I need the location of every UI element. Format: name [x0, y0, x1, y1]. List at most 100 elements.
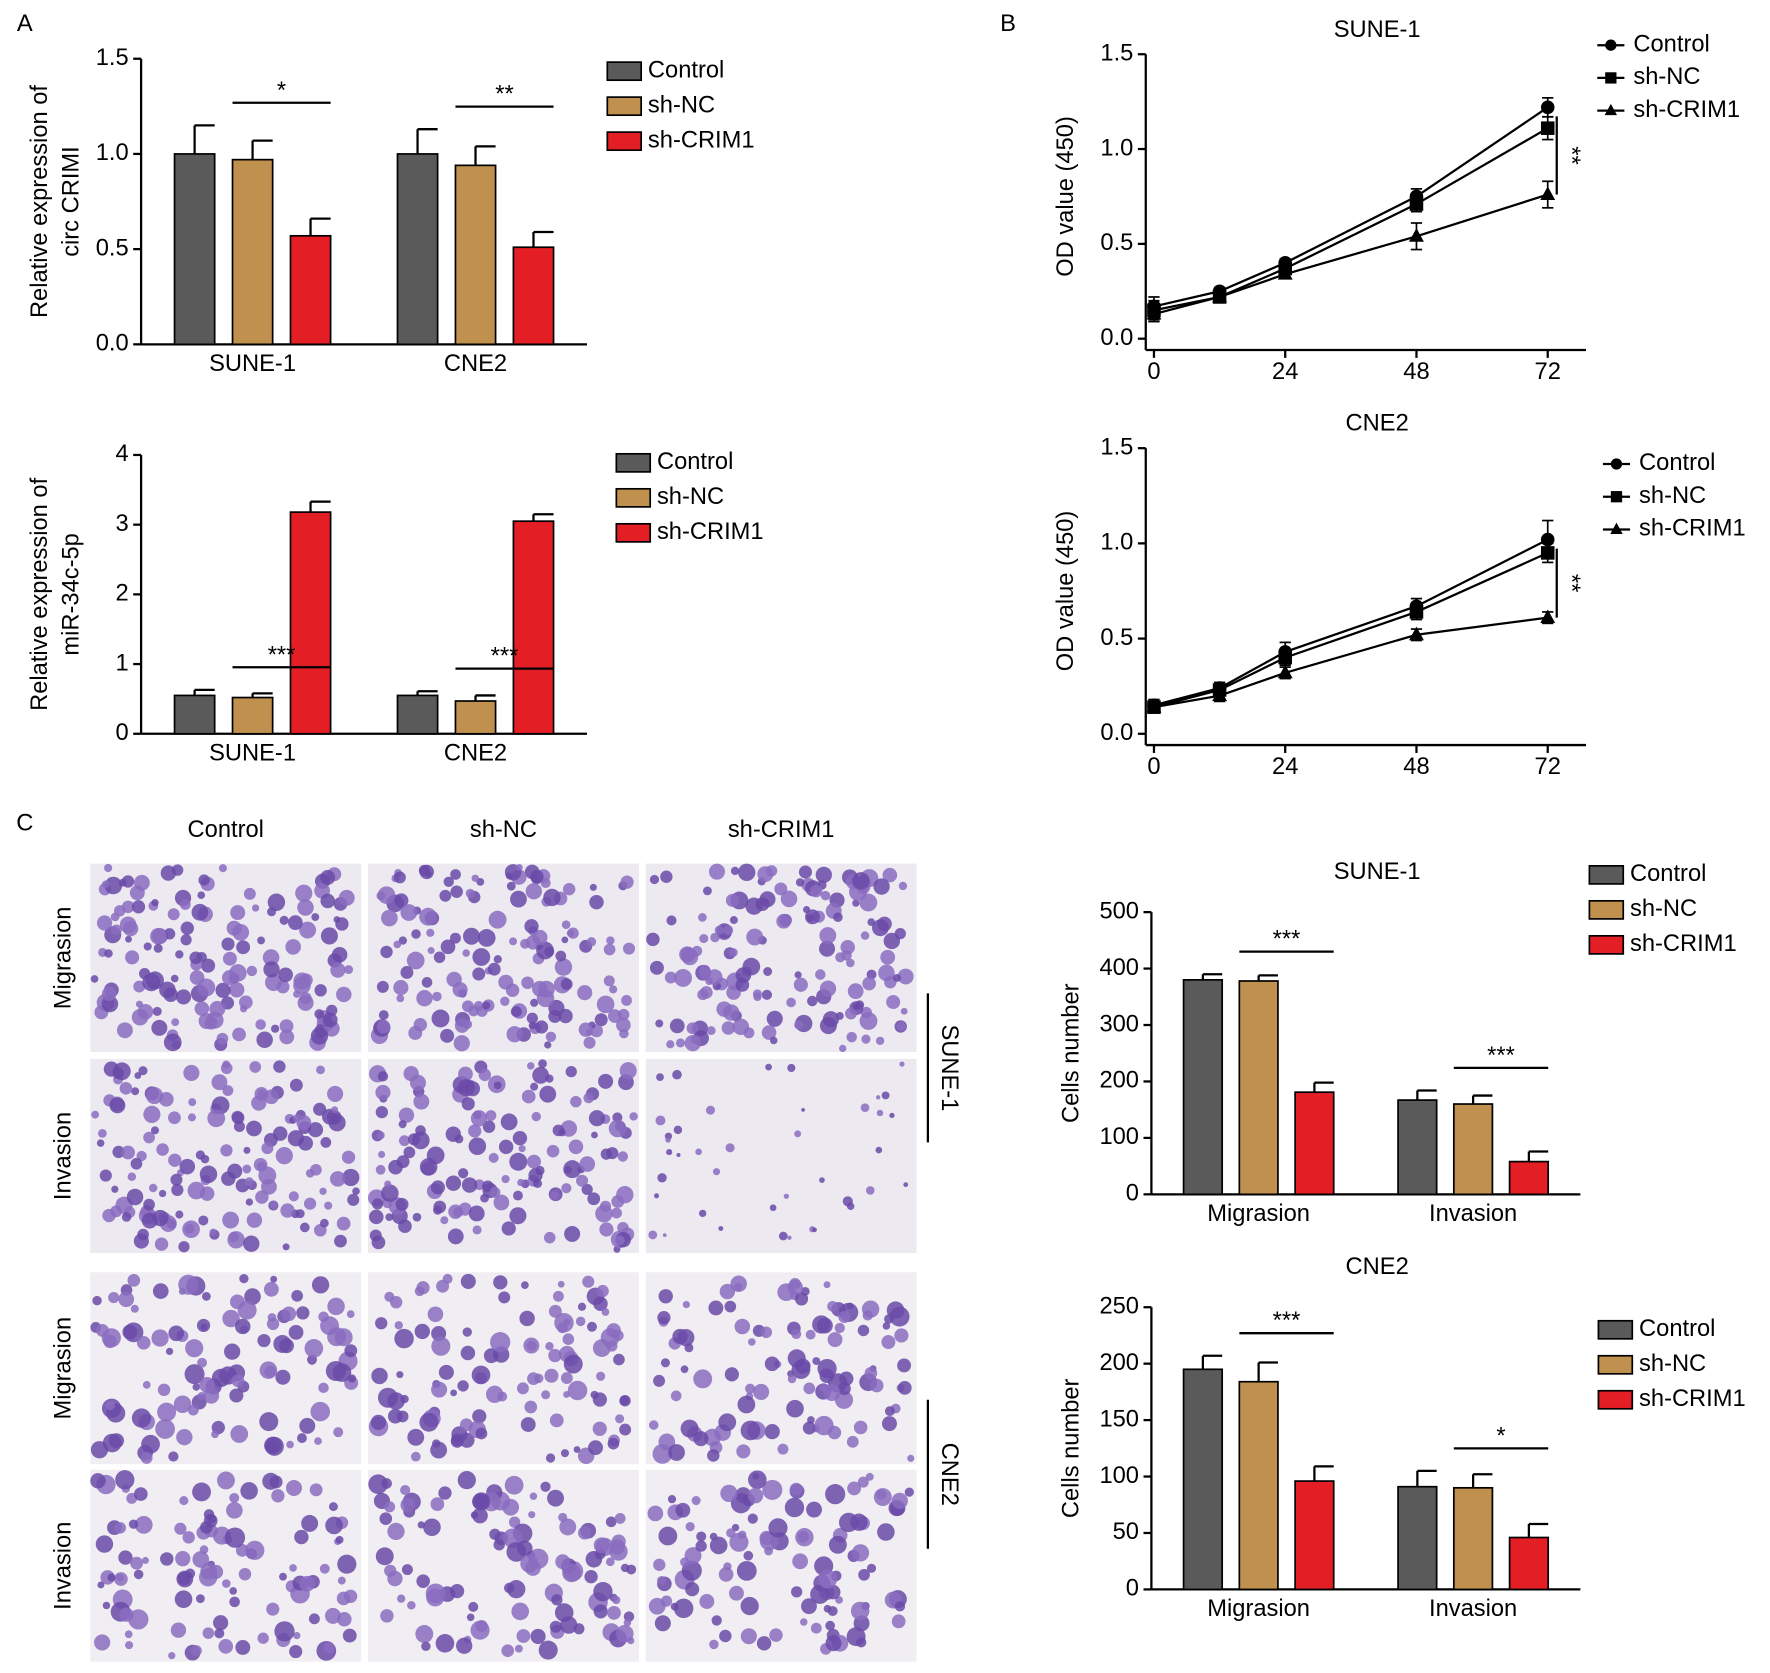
- y-tick-label: 1.0: [1100, 530, 1133, 556]
- cell: [720, 1484, 738, 1503]
- cell: [711, 1615, 722, 1626]
- cell: [121, 1212, 132, 1222]
- cell: [629, 1112, 638, 1121]
- cell: [221, 937, 235, 951]
- cell: [325, 1516, 343, 1535]
- cell: [846, 958, 855, 968]
- cell: [297, 1433, 307, 1444]
- cell: [552, 1290, 564, 1302]
- cell: [295, 1209, 305, 1219]
- y-tick-label: 0.0: [96, 331, 129, 357]
- cell: [299, 973, 313, 987]
- cell: [857, 1476, 869, 1488]
- cell: [506, 1026, 523, 1043]
- cell: [860, 1006, 872, 1019]
- cell: [838, 1310, 851, 1323]
- cell: [378, 1150, 386, 1158]
- bar: [173, 694, 216, 735]
- cell: [881, 1091, 890, 1100]
- cell: [330, 1171, 346, 1187]
- cell: [823, 1604, 832, 1613]
- cell: [655, 1115, 666, 1126]
- cell: [807, 995, 818, 1007]
- cell: [394, 893, 409, 908]
- cell: [865, 1186, 875, 1195]
- cell: [587, 1321, 597, 1332]
- cell: [279, 1019, 294, 1034]
- cell: [235, 1543, 249, 1557]
- cell: [516, 1382, 529, 1395]
- cell: [240, 1482, 258, 1500]
- cell: [540, 877, 551, 889]
- cell: [599, 1222, 614, 1237]
- cell: [667, 1495, 677, 1504]
- cell: [397, 1594, 406, 1603]
- legend-label: Control: [1639, 1316, 1715, 1342]
- cell: [412, 1212, 422, 1222]
- cell: [517, 1178, 525, 1187]
- cell: [730, 1275, 747, 1293]
- cell: [579, 1156, 596, 1172]
- cell: [426, 928, 435, 937]
- cell: [875, 1036, 885, 1046]
- y-tick-label: 300: [1099, 1011, 1139, 1037]
- cell: [314, 1437, 322, 1445]
- cell: [570, 1095, 582, 1108]
- cell: [108, 1292, 120, 1304]
- cell: [131, 1087, 140, 1096]
- cell: [453, 1035, 470, 1052]
- cell: [198, 1215, 209, 1226]
- cell: [609, 1542, 628, 1561]
- cell: [680, 1419, 699, 1438]
- cell: [435, 1633, 455, 1653]
- y-tick-label: 100: [1099, 1463, 1139, 1489]
- cell: [156, 1143, 169, 1156]
- legend-marker: [1610, 458, 1623, 470]
- cell: [846, 1031, 857, 1043]
- cell: [649, 874, 660, 885]
- cell: [244, 1177, 254, 1187]
- cell: [421, 977, 433, 988]
- cell: [170, 1622, 187, 1638]
- cell: [174, 1522, 187, 1535]
- cell: [131, 1408, 152, 1428]
- cell: [211, 1074, 228, 1091]
- cell: [612, 1112, 623, 1123]
- legend-swatch: [615, 522, 652, 543]
- cell: [531, 1111, 541, 1122]
- cell: [603, 943, 616, 956]
- cell: [769, 1628, 783, 1642]
- cell: [846, 1302, 854, 1310]
- cell: [237, 1300, 257, 1320]
- cell: [336, 1216, 351, 1231]
- cell: [179, 1496, 189, 1506]
- cell: [822, 1011, 840, 1028]
- bar: [396, 153, 439, 346]
- cell: [706, 1026, 716, 1035]
- cell: [873, 1488, 892, 1507]
- cell: [184, 1223, 195, 1234]
- cell: [846, 1202, 855, 1211]
- legend-label: Control: [1630, 861, 1706, 887]
- cell: [769, 1204, 777, 1212]
- bar: [231, 696, 274, 735]
- cell: [791, 1329, 802, 1340]
- cell: [850, 1601, 870, 1621]
- cell: [142, 973, 161, 992]
- cell: [299, 1222, 310, 1233]
- cell: [424, 870, 432, 878]
- marker: [1212, 288, 1228, 303]
- cell: [529, 1492, 538, 1500]
- cell: [740, 1628, 757, 1645]
- cell: [852, 872, 870, 890]
- cell: [606, 1340, 618, 1352]
- cell: [738, 1530, 747, 1539]
- cell: [184, 1364, 205, 1385]
- cell: [230, 1425, 249, 1443]
- cell: [235, 1318, 251, 1335]
- cell: [426, 1588, 445, 1607]
- cell: [530, 1628, 546, 1645]
- y-tick-label: 0.5: [1100, 230, 1133, 256]
- cell: [543, 1231, 556, 1244]
- cell: [398, 1219, 412, 1233]
